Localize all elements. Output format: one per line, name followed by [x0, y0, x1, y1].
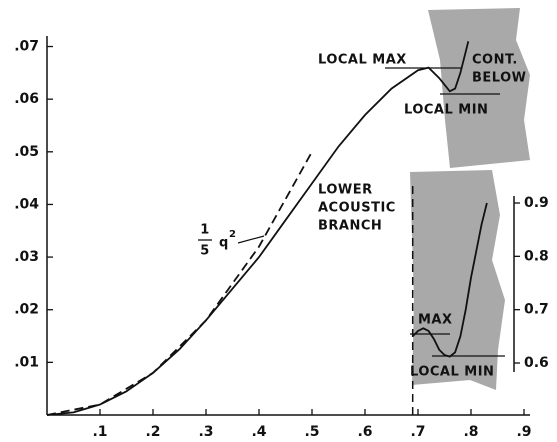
- annotation: 5: [200, 244, 210, 259]
- y-tick-label: .03: [14, 249, 39, 265]
- annotation: q: [219, 236, 229, 251]
- x-tick-label: .6: [357, 424, 372, 440]
- series-line: [46, 151, 313, 416]
- y2-tick-label: 0.8: [524, 248, 549, 264]
- annotation: LOWER: [318, 183, 373, 198]
- y-tick-label: .06: [14, 91, 39, 107]
- y-tick-label: .02: [14, 302, 39, 318]
- annotation: MAX: [418, 313, 453, 328]
- x-tick-label: .7: [410, 424, 425, 440]
- annotation: BELOW: [472, 71, 527, 86]
- inset-background: [428, 8, 530, 168]
- series-line: [46, 41, 470, 416]
- x-tick-label: .2: [145, 424, 160, 440]
- y-tick-label: .07: [14, 39, 39, 55]
- annotation-arrow: [237, 235, 265, 244]
- x-tick-label: .3: [198, 424, 213, 440]
- x-tick-label: .5: [304, 424, 319, 440]
- series-line: [412, 202, 488, 358]
- y2-tick-label: 0.7: [524, 302, 549, 318]
- y-tick-label: .01: [14, 354, 39, 370]
- y2-tick-label: 0.9: [524, 195, 549, 211]
- y2-tick-label: 0.6: [524, 355, 549, 371]
- annotation: 2: [229, 229, 236, 240]
- y-tick-label: .04: [14, 196, 39, 212]
- annotation: BRANCH: [318, 219, 382, 234]
- annotation: ACOUSTIC: [318, 201, 396, 216]
- annotation: LOCAL MIN: [410, 365, 494, 380]
- x-tick-label: .4: [251, 424, 266, 440]
- y-tick-label: .05: [14, 144, 39, 160]
- x-tick-label: .1: [92, 424, 107, 440]
- annotation: LOCAL MIN: [404, 103, 488, 118]
- x-tick-label: .8: [463, 424, 478, 440]
- inset-background: [410, 170, 505, 390]
- annotation: 1: [200, 223, 210, 238]
- x-tick-label: .9: [516, 424, 531, 440]
- annotation: LOCAL MAX: [318, 53, 407, 68]
- annotation: CONT.: [472, 53, 518, 68]
